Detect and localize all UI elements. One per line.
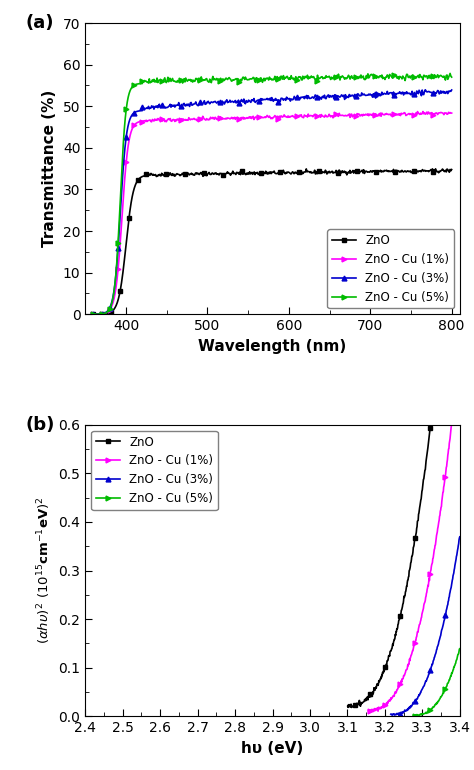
- ZnO - Cu (1%): [91, 310, 96, 319]
- ZnO: [449, 165, 455, 174]
- Line: ZnO - Cu (5%): ZnO - Cu (5%): [411, 646, 462, 718]
- ZnO: [381, 667, 387, 676]
- ZnO - Cu (1%): [399, 109, 404, 118]
- ZnO - Cu (3%): [217, 98, 223, 107]
- ZnO - Cu (5%): [447, 69, 453, 78]
- ZnO - Cu (5%): [217, 76, 223, 85]
- ZnO: [220, 170, 226, 179]
- ZnO - Cu (3%): [399, 89, 404, 99]
- ZnO - Cu (3%): [318, 93, 323, 102]
- X-axis label: hυ (eV): hυ (eV): [241, 741, 304, 755]
- Text: (a): (a): [26, 15, 54, 32]
- Text: (b): (b): [26, 417, 55, 434]
- ZnO: [398, 167, 404, 176]
- ZnO - Cu (1%): [420, 107, 426, 116]
- ZnO - Cu (5%): [449, 72, 455, 82]
- ZnO - Cu (3%): [187, 102, 192, 111]
- Line: ZnO - Cu (5%): ZnO - Cu (5%): [91, 71, 454, 316]
- Line: ZnO - Cu (3%): ZnO - Cu (3%): [388, 534, 462, 718]
- Line: ZnO: ZnO: [345, 398, 462, 710]
- ZnO - Cu (1%): [318, 112, 323, 122]
- ZnO - Cu (1%): [457, 396, 463, 405]
- ZnO - Cu (3%): [422, 85, 428, 95]
- Line: ZnO - Cu (1%): ZnO - Cu (1%): [91, 109, 454, 316]
- ZnO - Cu (3%): [449, 85, 455, 95]
- ZnO - Cu (1%): [187, 115, 192, 124]
- Line: ZnO: ZnO: [91, 166, 454, 316]
- ZnO - Cu (5%): [398, 72, 403, 82]
- ZnO: [374, 681, 380, 690]
- Y-axis label: $(\alpha h\upsilon)^2$ $(10^{15}$cm$^{-1}$eV$)^2$: $(\alpha h\upsilon)^2$ $(10^{15}$cm$^{-1…: [35, 497, 53, 644]
- ZnO: [457, 396, 463, 405]
- ZnO - Cu (3%): [398, 89, 403, 98]
- ZnO - Cu (3%): [104, 307, 109, 316]
- ZnO - Cu (1%): [374, 703, 380, 712]
- ZnO - Cu (5%): [187, 75, 192, 85]
- Line: ZnO - Cu (3%): ZnO - Cu (3%): [91, 87, 454, 316]
- Legend: ZnO, ZnO - Cu (1%), ZnO - Cu (3%), ZnO - Cu (5%): ZnO, ZnO - Cu (1%), ZnO - Cu (3%), ZnO -…: [91, 431, 218, 510]
- X-axis label: Wavelength (nm): Wavelength (nm): [199, 339, 346, 353]
- ZnO: [399, 166, 405, 175]
- ZnO: [105, 309, 110, 318]
- ZnO - Cu (5%): [399, 73, 404, 82]
- ZnO - Cu (5%): [91, 310, 96, 319]
- ZnO - Cu (5%): [457, 644, 463, 654]
- Legend: ZnO, ZnO - Cu (1%), ZnO - Cu (3%), ZnO - Cu (5%): ZnO, ZnO - Cu (1%), ZnO - Cu (3%), ZnO -…: [328, 229, 454, 308]
- Line: ZnO - Cu (1%): ZnO - Cu (1%): [366, 398, 462, 714]
- ZnO - Cu (1%): [217, 113, 223, 122]
- ZnO: [91, 310, 96, 319]
- ZnO - Cu (1%): [381, 701, 387, 711]
- ZnO - Cu (1%): [449, 109, 455, 118]
- ZnO - Cu (1%): [104, 308, 109, 317]
- ZnO: [433, 164, 438, 173]
- Y-axis label: Transmittance (%): Transmittance (%): [42, 90, 57, 247]
- ZnO - Cu (5%): [104, 308, 109, 317]
- ZnO - Cu (5%): [318, 73, 323, 82]
- ZnO - Cu (3%): [91, 310, 96, 319]
- ZnO - Cu (3%): [457, 532, 463, 541]
- ZnO: [190, 169, 196, 179]
- ZnO - Cu (1%): [398, 111, 403, 120]
- ZnO: [319, 169, 325, 178]
